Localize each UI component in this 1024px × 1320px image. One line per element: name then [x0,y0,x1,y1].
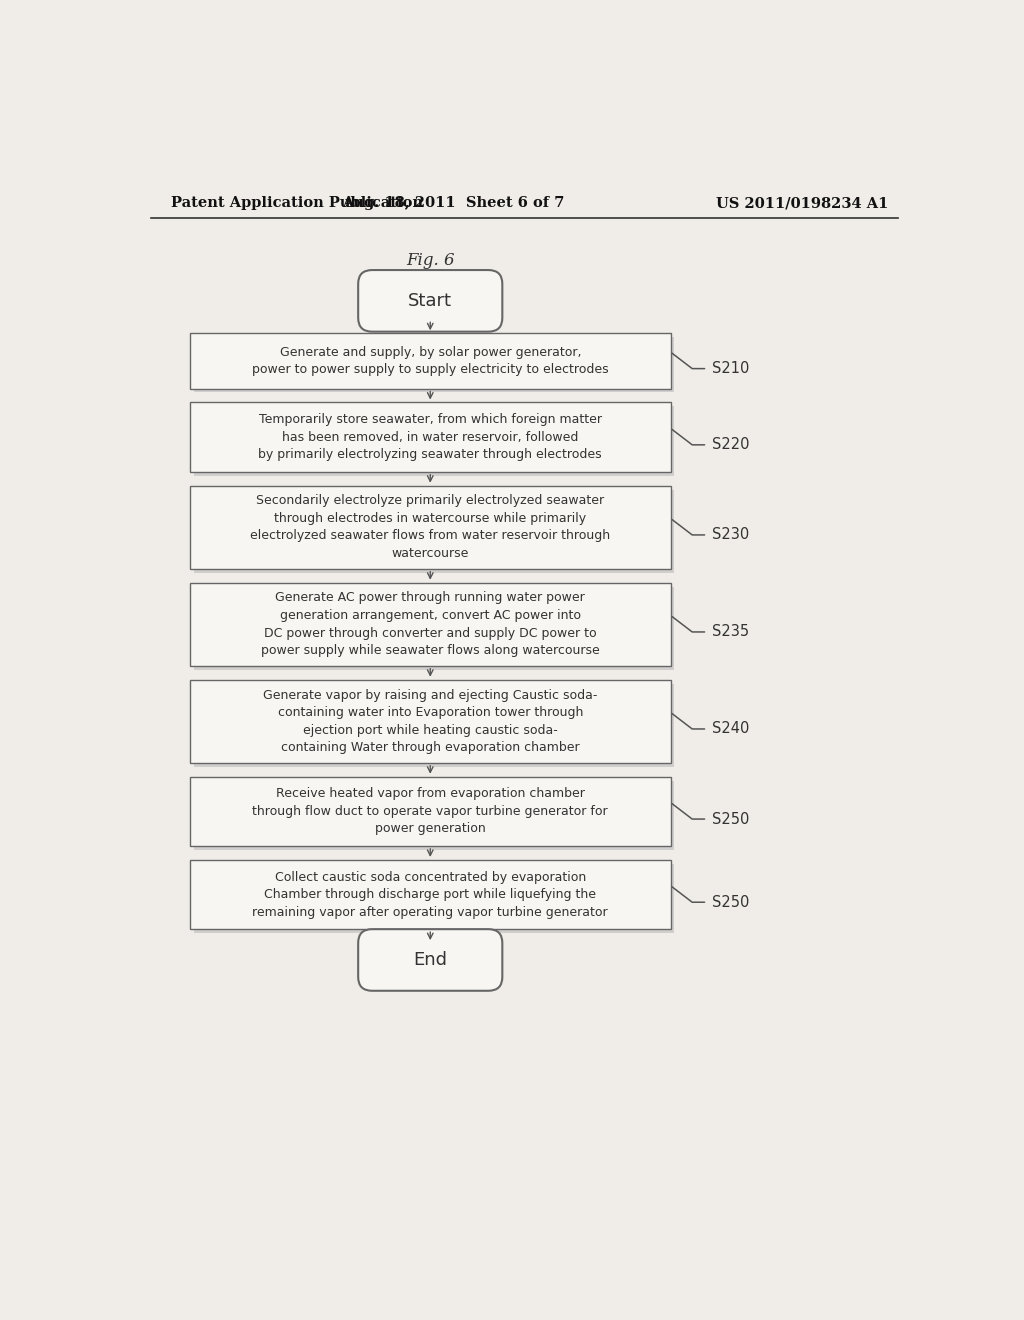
Text: End: End [414,950,447,969]
Text: US 2011/0198234 A1: US 2011/0198234 A1 [716,197,889,210]
Text: S250: S250 [713,895,750,909]
FancyBboxPatch shape [190,680,671,763]
FancyBboxPatch shape [194,684,675,767]
Text: S220: S220 [713,437,750,453]
Text: S210: S210 [713,362,750,376]
Text: Temporarily store seawater, from which foreign matter
has been removed, in water: Temporarily store seawater, from which f… [258,413,602,461]
FancyBboxPatch shape [194,337,675,392]
FancyBboxPatch shape [358,929,503,991]
FancyBboxPatch shape [190,403,671,471]
Text: Secondarily electrolyze primarily electrolyzed seawater
through electrodes in wa: Secondarily electrolyze primarily electr… [250,495,610,560]
Text: S250: S250 [713,812,750,826]
FancyBboxPatch shape [190,582,671,665]
Text: Aug. 18, 2011  Sheet 6 of 7: Aug. 18, 2011 Sheet 6 of 7 [342,197,564,210]
FancyBboxPatch shape [194,490,675,573]
Text: Fig. 6: Fig. 6 [406,252,455,268]
Text: S240: S240 [713,722,750,737]
Text: Generate AC power through running water power
generation arrangement, convert AC: Generate AC power through running water … [261,591,600,657]
Text: S230: S230 [713,528,750,543]
Text: Generate and supply, by solar power generator,
power to power supply to supply e: Generate and supply, by solar power gene… [252,346,608,376]
Text: Generate vapor by raising and ejecting Caustic soda-
containing water into Evapo: Generate vapor by raising and ejecting C… [263,689,597,754]
FancyBboxPatch shape [190,859,671,929]
Text: Receive heated vapor from evaporation chamber
through flow duct to operate vapor: Receive heated vapor from evaporation ch… [253,787,608,836]
FancyBboxPatch shape [190,776,671,846]
FancyBboxPatch shape [190,333,671,388]
FancyBboxPatch shape [194,586,675,669]
Text: Start: Start [409,292,453,310]
FancyBboxPatch shape [194,780,675,850]
FancyBboxPatch shape [358,271,503,331]
FancyBboxPatch shape [190,486,671,569]
Text: Collect caustic soda concentrated by evaporation
Chamber through discharge port : Collect caustic soda concentrated by eva… [253,870,608,919]
FancyBboxPatch shape [194,407,675,475]
FancyBboxPatch shape [194,863,675,933]
Text: S235: S235 [713,624,750,639]
Text: Patent Application Publication: Patent Application Publication [171,197,423,210]
